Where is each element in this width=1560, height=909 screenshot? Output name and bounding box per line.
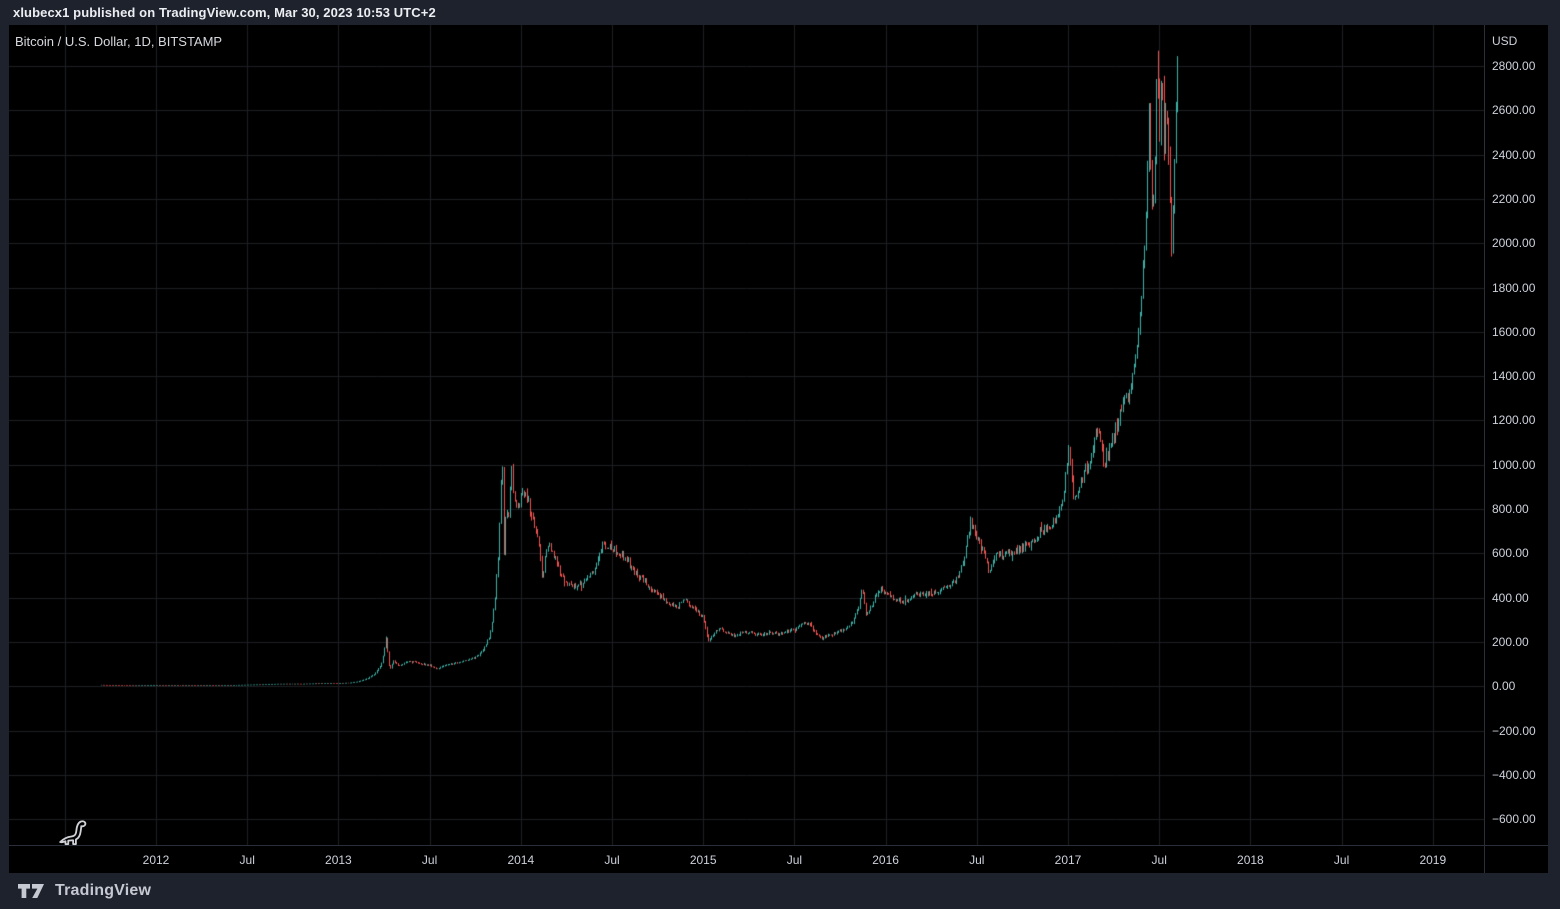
tradingview-logo-icon[interactable] [17, 880, 46, 902]
price-tick-label: −200.00 [1492, 723, 1536, 738]
price-tick-label: 2000.00 [1492, 236, 1536, 251]
footer-bar: TradingView [0, 873, 1560, 909]
symbol-legend: Bitcoin / U.S. Dollar, 1D, BITSTAMP [15, 34, 222, 50]
publish-bar: xlubecx1 published on TradingView.com, M… [0, 0, 1560, 25]
time-tick-label: Jul [786, 852, 803, 867]
price-chart-canvas[interactable] [9, 25, 1484, 845]
chart-frame: Bitcoin / U.S. Dollar, 1D, BITSTAMP USD … [9, 25, 1548, 873]
time-axis[interactable]: 2012 Jul 2013 Jul 2014 Jul 2015 Jul 2016 Jul 2017 J… [9, 845, 1548, 873]
dinosaur-drawing-icon[interactable] [57, 815, 91, 851]
price-tick-label: 1400.00 [1492, 369, 1536, 384]
symbol-title: Bitcoin / U.S. Dollar, 1D, BITSTAMP [15, 34, 223, 49]
price-tick-label: 2400.00 [1492, 147, 1536, 162]
price-tick-label: 200.00 [1492, 634, 1529, 649]
price-tick-label: 2200.00 [1492, 191, 1536, 206]
price-tick-label: 2600.00 [1492, 103, 1536, 118]
publish-text: xlubecx1 published on TradingView.com, M… [13, 5, 436, 20]
axis-currency-label: USD [1492, 34, 1518, 48]
price-tick-label: 1200.00 [1492, 413, 1536, 428]
time-tick-label: 2016 [872, 852, 899, 867]
footer-brand-text[interactable]: TradingView [55, 882, 152, 899]
time-tick-label: 2013 [325, 852, 352, 867]
time-tick-label: 2015 [689, 852, 717, 867]
time-tick-label: Jul [969, 852, 985, 867]
time-tick-label: Jul [421, 852, 438, 867]
price-tick-label: 1600.00 [1492, 324, 1536, 339]
price-tick-label: 0.00 [1492, 679, 1516, 694]
time-tick-label: 2012 [142, 852, 170, 867]
time-tick-label: 2014 [507, 852, 535, 867]
time-tick-label: Jul [1151, 852, 1167, 867]
price-axis[interactable]: USD 2800.00 2600.00 2400.00 2200.00 2000.00 1… [1484, 25, 1548, 873]
time-tick-label: 2019 [1419, 852, 1447, 867]
time-tick-label: Jul [239, 852, 255, 867]
price-tick-label: 1800.00 [1492, 280, 1536, 295]
time-tick-label: Jul [604, 852, 620, 867]
price-tick-label: 400.00 [1492, 590, 1529, 605]
price-tick-label: 800.00 [1492, 502, 1529, 516]
price-tick-label: 600.00 [1492, 546, 1529, 561]
time-tick-label: 2018 [1237, 852, 1264, 867]
time-tick-label: Jul [1333, 852, 1350, 867]
price-tick-label: −600.00 [1492, 812, 1536, 827]
time-tick-label: 2017 [1054, 852, 1082, 867]
price-tick-label: 1000.00 [1492, 457, 1536, 472]
price-tick-label: 2800.00 [1492, 59, 1536, 73]
price-tick-label: −400.00 [1492, 767, 1536, 782]
